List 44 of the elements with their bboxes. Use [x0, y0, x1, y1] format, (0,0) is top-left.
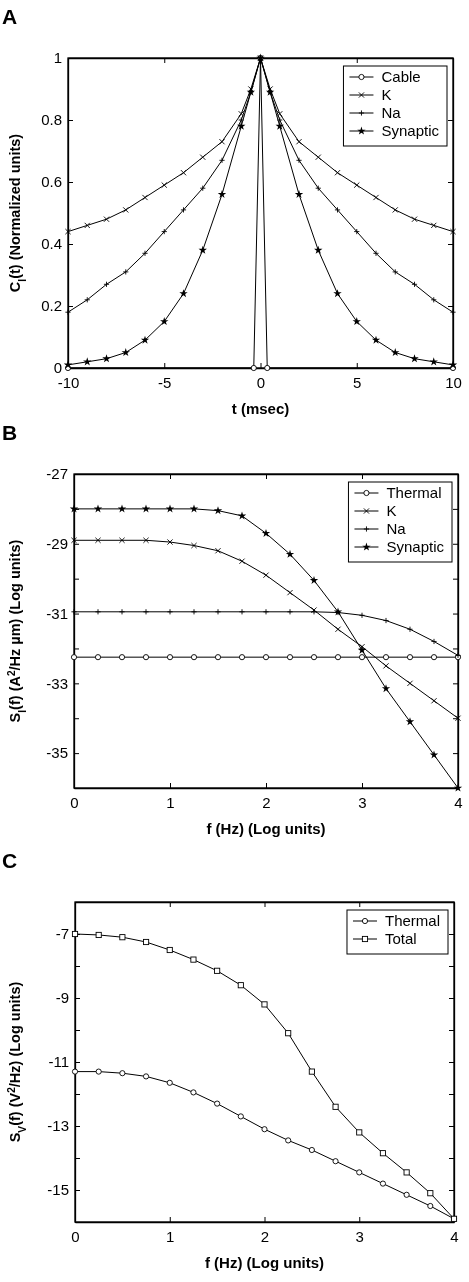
y-tick-label: -35 — [46, 744, 68, 762]
chart-title: A — [2, 5, 18, 28]
x-tick-label: 10 — [445, 373, 462, 391]
y-tick-label: 0.2 — [41, 297, 62, 315]
legend-label: Na — [386, 520, 407, 537]
x-tick-label: 1 — [166, 1227, 175, 1245]
x-tick-label: 3 — [358, 793, 367, 811]
x-tick-label: 2 — [262, 793, 271, 811]
chart-title: C — [2, 849, 18, 872]
y-tick-label: 1 — [53, 49, 62, 67]
y-tick-label: -33 — [46, 674, 68, 692]
x-tick-label: -5 — [158, 373, 172, 391]
y-tick-label: -11 — [48, 1053, 69, 1071]
y-tick-label: -13 — [47, 1117, 69, 1135]
legend-label: K — [386, 502, 397, 519]
legend-label: K — [381, 86, 392, 103]
y-tick-label: 0.4 — [41, 235, 62, 253]
y-tick-label: -9 — [55, 989, 69, 1007]
legend-label: Cable — [381, 68, 421, 85]
x-tick-label: 1 — [166, 793, 175, 811]
y-tick-label: -15 — [47, 1181, 69, 1199]
chart-title: B — [2, 421, 18, 444]
x-tick-label: 5 — [353, 373, 362, 391]
x-tick-label: 4 — [450, 1227, 459, 1245]
x-tick-label: 0 — [71, 1227, 80, 1245]
y-tick-label: -29 — [46, 535, 68, 553]
legend-label: Thermal — [384, 912, 440, 929]
x-tick-label: 4 — [454, 793, 463, 811]
legend-label: Na — [381, 104, 402, 121]
y-tick-label: -27 — [46, 465, 68, 483]
x-axis-title: f (Hz) (Log units) — [206, 820, 326, 837]
y-tick-label: 0.6 — [41, 173, 62, 191]
y-tick-label: -31 — [46, 604, 68, 622]
y-tick-label: -7 — [55, 925, 69, 943]
x-tick-label: 3 — [355, 1227, 364, 1245]
x-tick-label: 0 — [256, 373, 266, 391]
x-axis-title: f (Hz) (Log units) — [204, 1254, 325, 1271]
legend-label: Total — [384, 930, 417, 947]
x-axis-title: t (msec) — [231, 400, 290, 417]
legend-label: Synaptic — [381, 122, 440, 139]
legend-label: Thermal — [386, 484, 442, 501]
legend-label: Synaptic — [386, 538, 445, 555]
y-tick-label: 0.8 — [41, 111, 62, 129]
x-tick-label: 2 — [260, 1227, 270, 1245]
